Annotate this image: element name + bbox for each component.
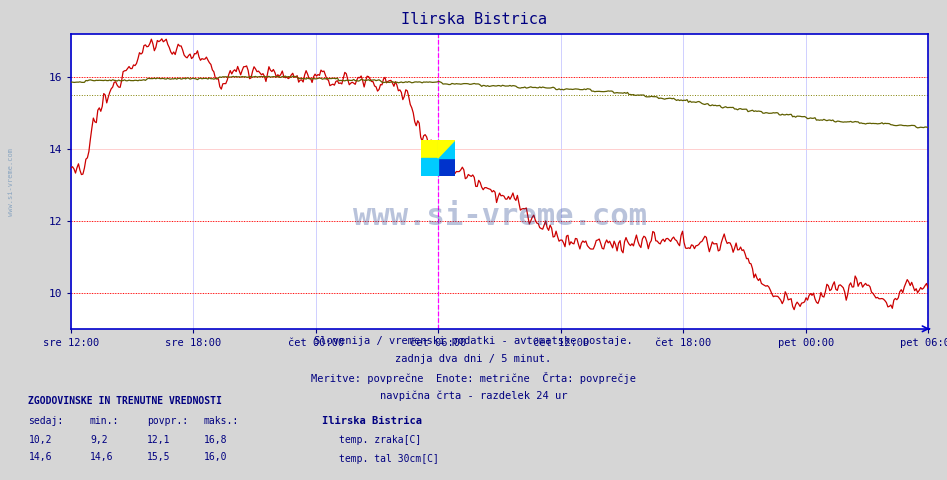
Bar (438, 140, 455, 158)
Polygon shape (420, 158, 438, 176)
Text: Ilirska Bistrica: Ilirska Bistrica (401, 12, 546, 27)
Text: 14,6: 14,6 (90, 452, 114, 462)
Text: Slovenija / vremenski podatki - avtomatske postaje.: Slovenija / vremenski podatki - avtomats… (314, 336, 633, 346)
Text: maks.:: maks.: (204, 416, 239, 426)
Text: 16,8: 16,8 (204, 435, 227, 445)
Text: 16,0: 16,0 (204, 452, 227, 462)
Text: Ilirska Bistrica: Ilirska Bistrica (322, 416, 422, 426)
Text: temp. tal 30cm[C]: temp. tal 30cm[C] (339, 454, 438, 464)
Text: povpr.:: povpr.: (147, 416, 188, 426)
Text: 15,5: 15,5 (147, 452, 170, 462)
Text: 14,6: 14,6 (28, 452, 52, 462)
Bar (420, 140, 438, 158)
Text: temp. zraka[C]: temp. zraka[C] (339, 435, 421, 445)
Text: 12,1: 12,1 (147, 435, 170, 445)
Polygon shape (438, 140, 455, 158)
Text: min.:: min.: (90, 416, 119, 426)
Text: sedaj:: sedaj: (28, 416, 63, 426)
Text: 9,2: 9,2 (90, 435, 108, 445)
Text: 10,2: 10,2 (28, 435, 52, 445)
Polygon shape (438, 158, 455, 176)
Text: Meritve: povprečne  Enote: metrične  Črta: povprečje: Meritve: povprečne Enote: metrične Črta:… (311, 372, 636, 384)
Polygon shape (438, 140, 455, 158)
Text: navpična črta - razdelek 24 ur: navpična črta - razdelek 24 ur (380, 391, 567, 401)
Text: ZGODOVINSKE IN TRENUTNE VREDNOSTI: ZGODOVINSKE IN TRENUTNE VREDNOSTI (28, 396, 223, 406)
Text: www.si-vreme.com: www.si-vreme.com (9, 148, 14, 216)
Text: www.si-vreme.com: www.si-vreme.com (352, 202, 647, 231)
Text: zadnja dva dni / 5 minut.: zadnja dva dni / 5 minut. (396, 354, 551, 364)
